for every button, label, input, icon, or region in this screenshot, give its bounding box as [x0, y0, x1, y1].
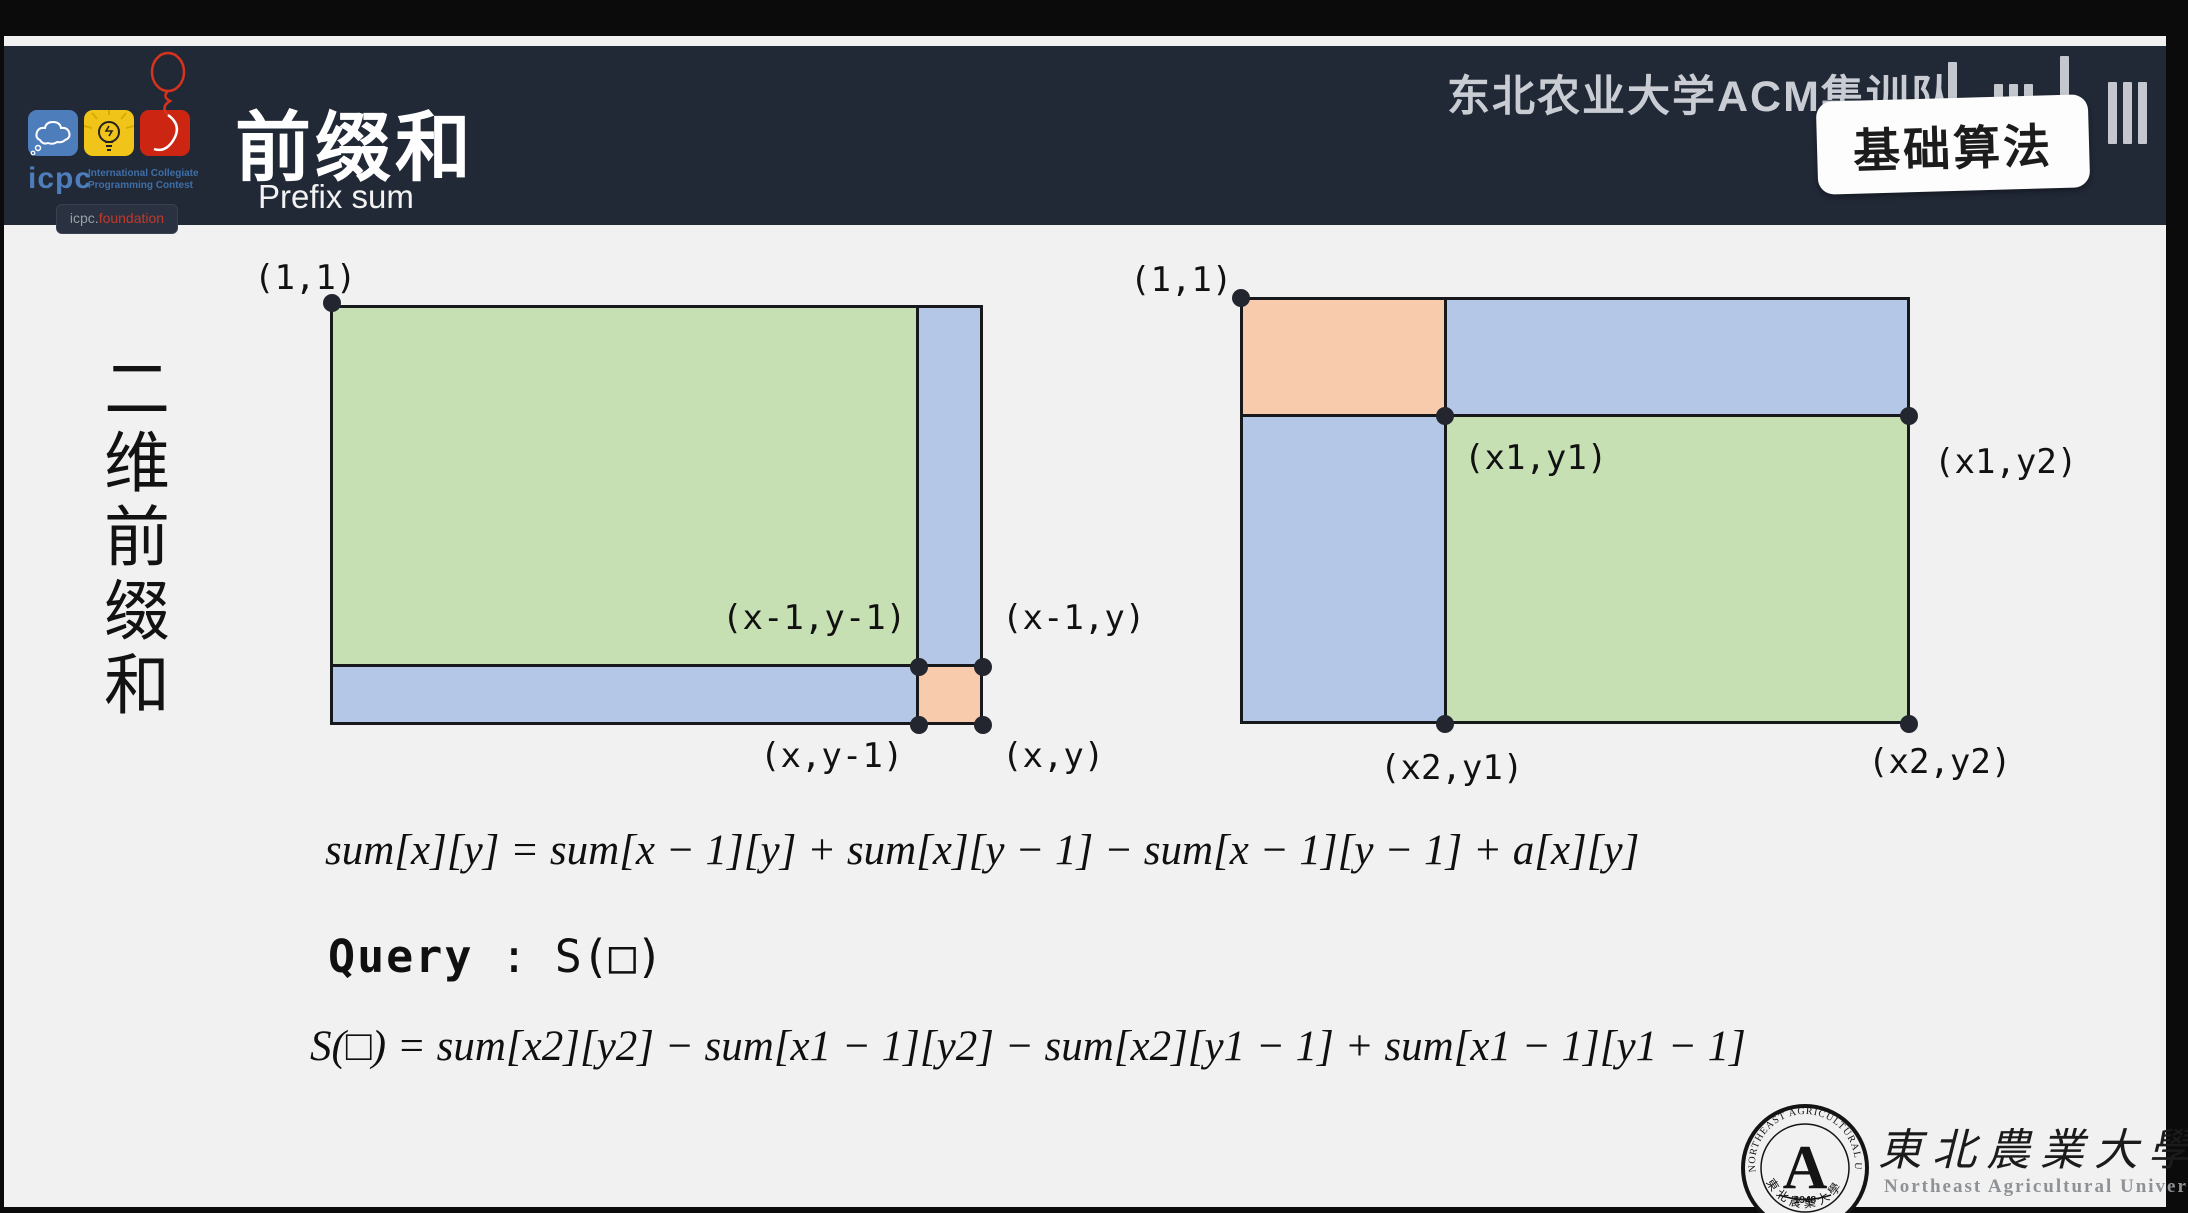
topic-badge: 基础算法 — [1815, 94, 2091, 195]
cloud-icon — [30, 120, 71, 156]
corner-dot — [910, 716, 928, 734]
left-diagram-blue-row — [330, 664, 919, 725]
slide-header: icpc International Collegiate Programmin… — [4, 46, 2166, 234]
seal-letter: A — [1783, 1134, 1828, 1202]
icpc-tagline: International Collegiate Programming Con… — [88, 168, 199, 192]
left-label-bottom: (x,y-1) — [760, 736, 904, 776]
recurrence-formula: sum[x][y] = sum[x − 1][y] + sum[x][y − 1… — [325, 827, 1640, 874]
right-label-inner: (x1,y1) — [1464, 438, 1608, 478]
left-diagram-blue-column — [916, 305, 983, 667]
right-diagram-blue-column — [1240, 414, 1447, 724]
right-label-bottom: (x2,y1) — [1380, 748, 1524, 788]
university-seal: NORTHEAST AGRICULTURAL UNIVERSITY 東北農業大學… — [1735, 1092, 1871, 1213]
left-label-origin: (1,1) — [254, 258, 357, 298]
icpc-cloud-square — [28, 110, 78, 156]
seal-year: 1948 — [1794, 1195, 1817, 1206]
query-expression: : S(□) — [473, 930, 664, 983]
corner-dot — [1900, 407, 1918, 425]
icpc-foundation-prefix: icpc. — [69, 210, 99, 226]
icpc-balloon-square — [140, 51, 190, 156]
section-label-vertical: 二维前缀和 — [94, 354, 167, 724]
corner-dot — [910, 658, 928, 676]
corner-dot — [974, 658, 992, 676]
lightbulb-icon — [83, 107, 135, 151]
corner-dot — [1436, 715, 1454, 733]
left-label-corner: (x,y) — [1002, 736, 1105, 776]
university-name-en: Northeast Agricultural University — [1884, 1176, 2188, 1197]
left-label-inner: (x-1,y-1) — [722, 598, 907, 638]
corner-dot — [974, 716, 992, 734]
right-diagram-green-region — [1444, 414, 1910, 724]
corner-dot — [323, 294, 341, 312]
icpc-foundation-plate: icpc.foundation — [56, 204, 178, 234]
corner-dot — [1900, 715, 1918, 733]
left-diagram-orange-cell — [916, 664, 983, 725]
page-title: 前缀和 — [235, 107, 475, 191]
topic-badge-label: 基础算法 — [1852, 119, 2054, 178]
corner-dot — [1232, 289, 1250, 307]
slide-background: icpc International Collegiate Programmin… — [4, 36, 2188, 1213]
query-line: Query : S(□) — [328, 930, 663, 983]
page-subtitle: Prefix sum — [258, 178, 414, 215]
icpc-foundation-suffix: foundation — [98, 210, 165, 226]
right-label-right: (x1,y2) — [1934, 442, 2078, 482]
left-label-right: (x-1,y) — [1002, 598, 1146, 638]
query-keyword: Query — [328, 930, 474, 983]
icpc-logo — [28, 51, 208, 164]
university-seal-icon: NORTHEAST AGRICULTURAL UNIVERSITY 東北農業大學… — [1735, 1092, 1869, 1213]
icpc-bulb-square — [83, 107, 135, 156]
right-label-origin: (1,1) — [1130, 260, 1233, 300]
icpc-tagline-line2: Programming Contest — [88, 180, 194, 191]
icpc-wordmark: icpc — [28, 162, 93, 195]
right-diagram-blue-top — [1444, 297, 1910, 417]
right-diagram-orange-cell — [1240, 297, 1447, 417]
corner-dot — [1436, 407, 1454, 425]
balloon-icon — [150, 51, 186, 152]
answer-formula: S(□) = sum[x2][y2] − sum[x1 − 1][y2] − s… — [310, 1023, 1746, 1070]
icpc-tagline-line1: International Collegiate — [88, 168, 199, 179]
right-label-corner: (x2,y2) — [1868, 742, 2012, 782]
university-name-cn: 東北農業大學 — [1878, 1126, 2188, 1175]
